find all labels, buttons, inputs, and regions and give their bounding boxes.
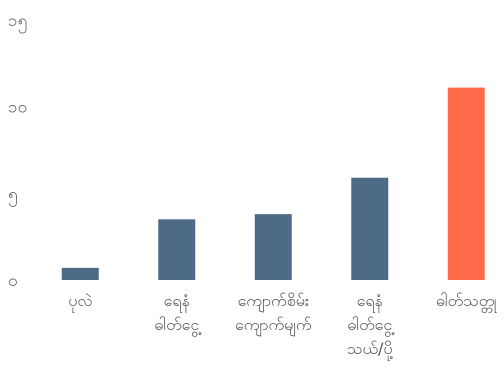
bar <box>351 177 389 280</box>
x-tick-label-line: ရေနံ <box>357 291 383 313</box>
y-tick-label: ၀ <box>8 271 18 291</box>
x-tick-label: ပုလဲ <box>68 291 92 313</box>
bar <box>158 219 196 280</box>
bar <box>447 87 485 280</box>
x-tick-label: ဓါတ်သတ္တု <box>436 291 498 313</box>
x-axis: ပုလဲ ရေနံဓါတ်ငွေ့ကျောက်စိမ်းကျောက်မျက်ရေန… <box>68 291 498 361</box>
x-tick-label-line: ပုလဲ <box>68 291 92 313</box>
x-tick-label: ကျောက်စိမ်းကျောက်မျက် <box>235 291 312 337</box>
y-axis: ၀ ၅ ၁၀ ၁၅ <box>8 11 27 291</box>
x-tick-label: ရေနံဓါတ်ငွေ့သယ်/ပို့ <box>347 291 395 361</box>
x-tick-label-line: သယ်/ပို့ <box>347 339 393 361</box>
x-tick-label-line: ဓါတ်သတ္တု <box>436 291 498 313</box>
y-tick-label: ၁၅ <box>8 11 27 34</box>
y-tick-label: ၁၀ <box>8 98 27 118</box>
bar <box>254 214 292 280</box>
x-tick-label-line: ရေနံ <box>164 291 190 313</box>
bars <box>61 87 485 280</box>
bar <box>61 267 99 280</box>
x-tick-label-line: ဓါတ်ငွေ့ <box>154 315 202 337</box>
x-tick-label: ရေနံဓါတ်ငွေ့ <box>154 291 202 337</box>
x-tick-label-line: ကျောက်မျက် <box>235 315 312 337</box>
x-tick-label-line: ကျောက်စိမ်း <box>238 291 309 313</box>
x-tick-label-line: ဓါတ်ငွေ့ <box>347 315 395 337</box>
y-tick-label: ၅ <box>8 184 18 207</box>
